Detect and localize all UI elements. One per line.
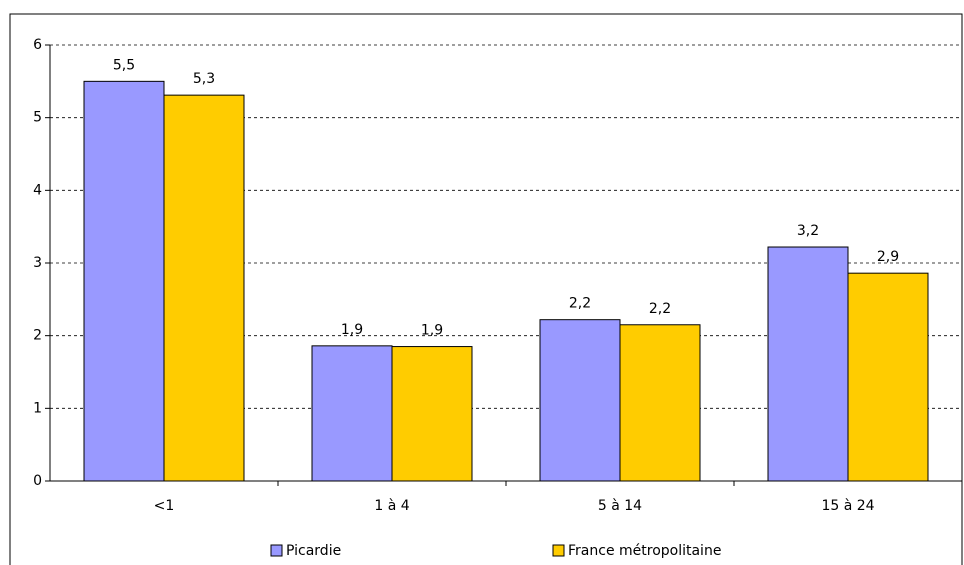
bar <box>619 324 701 482</box>
legend-swatch <box>270 544 283 557</box>
x-tick-label: 5 à 14 <box>598 498 642 514</box>
legend-label: Picardie <box>286 543 341 559</box>
value-label: 2,9 <box>877 249 899 265</box>
y-tick-label: 4 <box>33 182 42 198</box>
chart-frame <box>9 13 963 565</box>
y-tick-label: 3 <box>33 255 42 271</box>
value-label: 1,9 <box>421 323 443 339</box>
bar <box>391 346 473 482</box>
legend-label: France métropolitaine <box>568 543 721 559</box>
y-tick-label: 1 <box>33 400 42 416</box>
legend-swatch <box>552 544 565 557</box>
bar <box>847 272 929 482</box>
y-tick-label: 0 <box>33 473 42 489</box>
value-label: 1,9 <box>341 322 363 338</box>
x-tick-label: 15 à 24 <box>821 498 874 514</box>
y-tick-label: 6 <box>33 37 42 53</box>
value-label: 2,2 <box>649 301 671 317</box>
x-tick-label: <1 <box>154 498 175 514</box>
value-label: 5,5 <box>113 57 135 73</box>
y-tick-label: 2 <box>33 328 42 344</box>
bar <box>767 246 849 482</box>
bar <box>163 94 245 482</box>
bar <box>311 345 393 482</box>
value-label: 5,3 <box>193 71 215 87</box>
value-label: 3,2 <box>797 223 819 239</box>
bar <box>83 80 165 482</box>
value-label: 2,2 <box>569 296 591 312</box>
bar <box>539 319 621 482</box>
y-tick-label: 5 <box>33 110 42 126</box>
x-tick-label: 1 à 4 <box>374 498 409 514</box>
